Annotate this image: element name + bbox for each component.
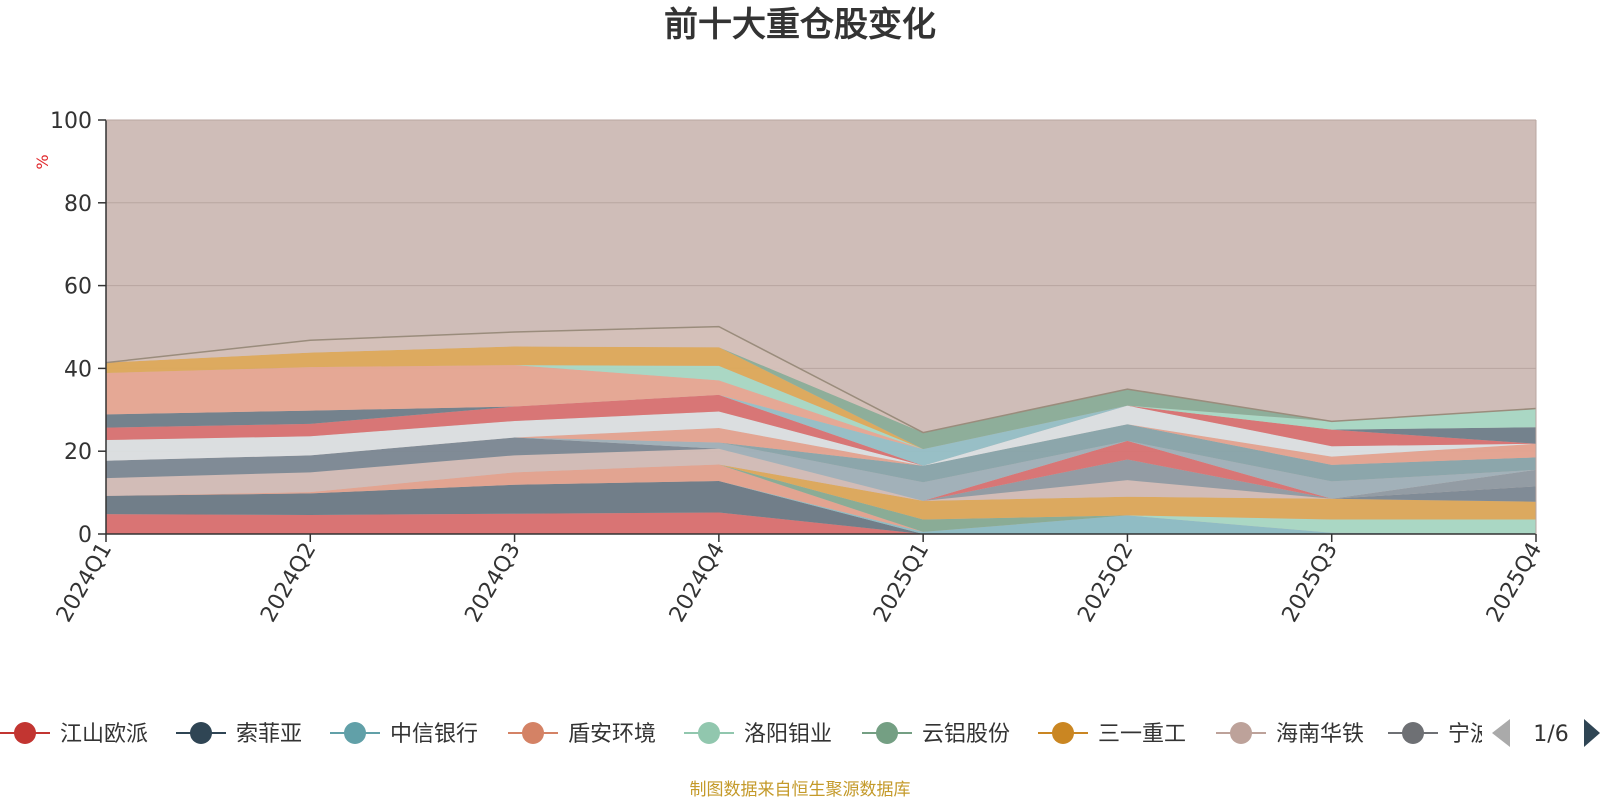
legend-marker-5 [876, 722, 898, 744]
y-tick-label-5: 100 [50, 109, 92, 134]
legend-marker-2 [344, 722, 366, 744]
area-series-3 [106, 464, 1536, 534]
legend-label-6: 三一重工 [1098, 722, 1186, 747]
y-tick-label-2: 40 [64, 357, 92, 382]
area-series-12 [106, 424, 1536, 483]
legend-label-4: 洛阳钼业 [744, 722, 832, 747]
legend-label-8: 宁波银行 [1448, 722, 1536, 747]
area-series-17 [106, 394, 1536, 466]
legend-label-7: 海南华铁 [1276, 722, 1364, 747]
legend-label-2: 中信银行 [390, 722, 478, 747]
area-series-14 [106, 405, 1536, 466]
legend-marker-7 [1230, 722, 1252, 744]
area-series-20 [106, 346, 1536, 450]
legend-marker-6 [1052, 722, 1074, 744]
x-tick-label-1: 2024Q2 [256, 539, 321, 627]
legend-label-3: 盾安环境 [568, 722, 656, 747]
area-series-0 [106, 512, 1536, 534]
x-tick-label-0: 2024Q1 [52, 539, 117, 627]
legend-item-4[interactable]: 洛阳钼业 [684, 722, 832, 747]
area-series-8 [106, 437, 1536, 502]
y-tick-label-0: 0 [78, 523, 92, 548]
area-series-6 [106, 464, 1536, 520]
legend-marker-1 [190, 722, 212, 744]
chart-title: 前十大重仓股变化 [664, 5, 936, 45]
legend-item-7[interactable]: 海南华铁 [1216, 722, 1364, 747]
area-series-13 [106, 424, 1536, 466]
y-axis-label: % [33, 154, 52, 169]
legend-marker-4 [698, 722, 720, 744]
legend-item-8[interactable]: 宁波银行 [1388, 722, 1536, 747]
area-series-5 [106, 464, 1536, 532]
legend-marker-0 [14, 722, 36, 744]
y-tick-label-4: 80 [64, 192, 92, 217]
legend-label-0: 江山欧派 [60, 722, 148, 747]
x-tick-label-7: 2025Q4 [1482, 539, 1547, 627]
x-tick-label-4: 2025Q1 [869, 539, 934, 627]
legend-item-0[interactable]: 江山欧派 [0, 722, 148, 747]
legend-next-arrow-icon[interactable] [1584, 719, 1600, 747]
x-tick-label-2: 2024Q3 [460, 539, 525, 627]
legend-item-3[interactable]: 盾安环境 [508, 722, 656, 747]
area-series-18 [106, 365, 1536, 450]
legend-label-1: 索菲亚 [236, 722, 302, 747]
area-series-4 [106, 464, 1536, 534]
area-series-11 [106, 437, 1536, 501]
legend-prev-arrow-icon[interactable] [1492, 719, 1510, 747]
legend-item-2[interactable]: 中信银行 [330, 722, 478, 747]
area-series-21 [106, 346, 1536, 450]
legend-marker-3 [522, 722, 544, 744]
x-tick-label-3: 2024Q4 [665, 539, 730, 627]
legend-marker-8 [1402, 722, 1424, 744]
legend-item-1[interactable]: 索菲亚 [176, 722, 302, 747]
area-series-7 [106, 448, 1536, 502]
x-tick-label-6: 2025Q3 [1278, 539, 1343, 627]
legend-label-5: 云铝股份 [922, 722, 1010, 747]
legend-page-indicator: 1/6 [1533, 722, 1568, 747]
stack-top-line [105, 325, 1537, 434]
area-series-2 [106, 481, 1536, 534]
y-tick-label-1: 20 [64, 440, 92, 465]
area-series-9 [106, 437, 1536, 501]
plot-area [105, 119, 1537, 534]
y-tick-label-3: 60 [64, 275, 92, 300]
legend-item-6[interactable]: 三一重工 [1038, 722, 1186, 747]
legend-item-5[interactable]: 云铝股份 [862, 722, 1010, 747]
source-note: 制图数据来自恒生聚源数据库 [690, 780, 911, 800]
x-tick-label-5: 2025Q2 [1073, 539, 1138, 627]
